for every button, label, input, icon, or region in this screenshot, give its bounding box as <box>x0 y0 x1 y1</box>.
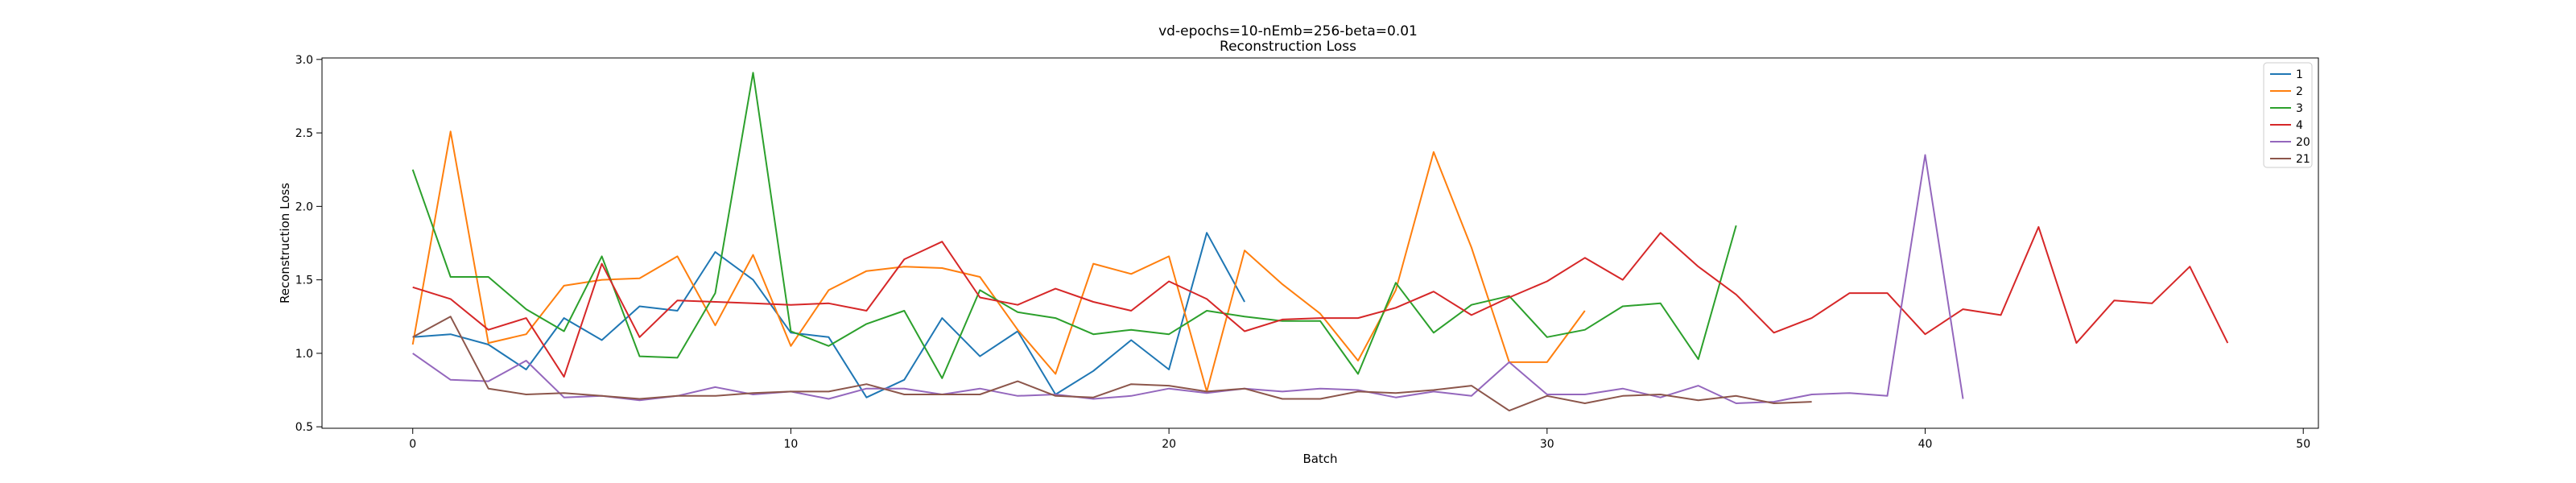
x-tick-label: 0 <box>409 438 416 451</box>
ticks-layer: 0 10 20 30 40 50 0.5 1.0 1.5 2.0 2.5 3.0 <box>295 54 2310 451</box>
x-tick-label: 20 <box>1162 438 1176 451</box>
x-axis-label: Batch <box>1302 452 1337 466</box>
plot-frame <box>321 57 2319 429</box>
y-tick-label: 0.5 <box>295 421 313 434</box>
series-line-21 <box>412 316 1812 412</box>
y-tick-label: 2.0 <box>295 200 313 213</box>
chart-subtitle: Reconstruction Loss <box>1220 39 1356 55</box>
y-tick-label: 1.0 <box>295 348 313 361</box>
series-layer <box>411 72 2229 412</box>
series-line-2 <box>411 130 1586 393</box>
y-tick-label: 1.5 <box>295 275 313 287</box>
series-line-3 <box>411 72 1737 379</box>
y-axis-label: Reconstruction Loss <box>278 183 292 303</box>
legend-label-20: 20 <box>2296 136 2310 149</box>
legend-label-4: 4 <box>2296 119 2303 132</box>
legend: 1 2 3 4 20 21 <box>2263 62 2313 168</box>
legend-label-2: 2 <box>2296 85 2303 98</box>
x-tick-label: 40 <box>1918 438 1933 451</box>
y-tick-label: 3.0 <box>295 54 313 67</box>
x-tick-label: 30 <box>1540 438 1554 451</box>
series-line-4 <box>412 225 2229 378</box>
legend-box <box>2263 62 2313 168</box>
chart-title: vd-epochs=10-nEmb=256-beta=0.01 <box>1158 23 1418 39</box>
series-line-20 <box>412 154 1964 404</box>
legend-label-21: 21 <box>2296 153 2310 166</box>
series-line-1 <box>412 232 1245 398</box>
legend-label-3: 3 <box>2296 102 2303 115</box>
x-tick-label: 10 <box>784 438 799 451</box>
x-tick-label: 50 <box>2296 438 2310 451</box>
y-tick-label: 2.5 <box>295 127 313 140</box>
legend-label-1: 1 <box>2296 68 2303 81</box>
